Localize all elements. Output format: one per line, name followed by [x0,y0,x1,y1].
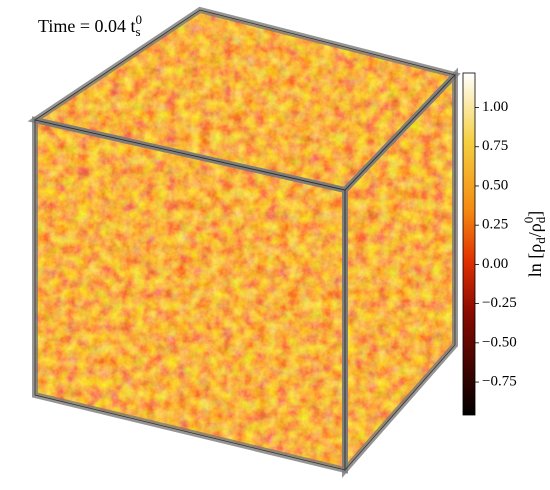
cube [27,6,461,478]
colorbar-tick-label: −0.50 [482,334,517,350]
text-part: 0 [136,12,143,27]
text-part: 0 [521,217,536,224]
text-part: Time = 0.04 t [38,16,136,36]
colorbar-tick-label: 0.75 [482,138,508,154]
colorbar [462,72,476,416]
cube-outline [344,74,456,472]
colorbar-tick-label: 1.00 [482,99,508,115]
text-part: d [533,216,548,223]
colorbar-label: ln [ρd/ρd0] [521,211,548,277]
text-part: s [136,24,141,39]
text-part: ln [ρ [525,244,545,277]
text-part: /ρ [525,223,545,237]
colorbar-tick-label: 0.50 [482,177,508,193]
volume-render [35,10,455,470]
colorbar-tick-label: 0.00 [482,256,508,272]
text-part: d [533,237,548,244]
time-label: Time = 0.04 ts0 [38,12,142,39]
colorbar-tick-label: −0.25 [482,295,517,311]
colorbar-ticks: 1.00 0.75 0.50 0.25 0.00 −0.25 −0.50 −0.75 [475,99,517,389]
colorbar-tick-label: −0.75 [482,373,517,389]
text-part: ] [525,211,545,217]
colorbar-tick-label: 0.25 [482,217,508,233]
